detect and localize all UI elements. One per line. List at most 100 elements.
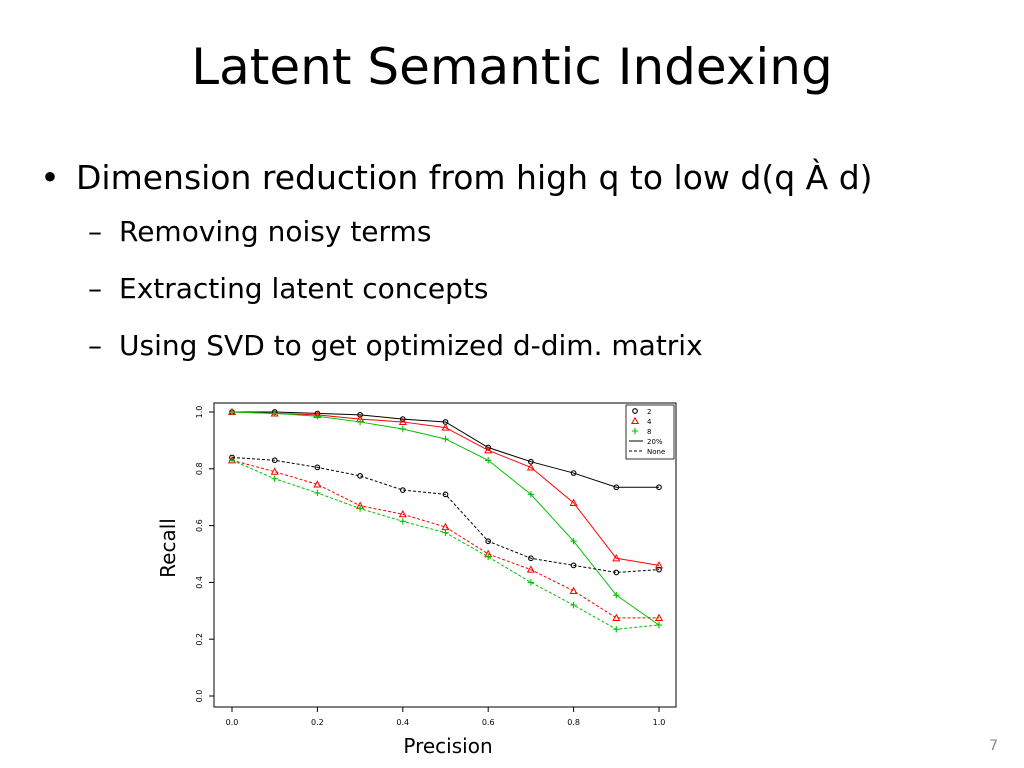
data-point [527, 579, 535, 586]
series-line [232, 411, 659, 488]
y-tick-label: 0.0 [195, 690, 204, 703]
data-point [569, 586, 578, 594]
dash-icon: – [88, 329, 102, 362]
data-point [271, 457, 278, 464]
y-tick-label: 0.4 [195, 576, 204, 589]
plot-frame [213, 402, 677, 708]
bullet-dot-icon: • [40, 158, 60, 197]
data-point [398, 510, 407, 518]
data-point [656, 484, 662, 491]
series-8-none [228, 457, 663, 633]
data-point [613, 626, 620, 633]
data-point [441, 423, 450, 431]
data-point [570, 562, 577, 569]
series-8-20pct [228, 408, 663, 629]
data-point [570, 538, 577, 545]
x-tick-label: 1.0 [653, 718, 666, 727]
x-tick-label: 0.4 [396, 718, 409, 727]
bullet-text: Dimension reduction from high q to low d… [76, 158, 873, 197]
slide-title: Latent Semantic Indexing [191, 38, 833, 96]
sub-bullet-text: Extracting latent concepts [119, 272, 489, 305]
series-2-20pct [229, 409, 662, 491]
bullet-item: • Dimension reduction from high q to low… [38, 155, 1008, 201]
series-4-none [227, 456, 664, 621]
legend-label: 4 [647, 418, 652, 426]
data-point [314, 464, 321, 471]
data-point [398, 417, 407, 425]
precision-recall-chart: 0.0 0.2 0.4 0.6 0.8 1.00.00.20.40.60.81.0 2482… [195, 402, 677, 727]
y-tick-label: 0.8 [195, 462, 204, 475]
data-point [526, 463, 535, 471]
data-point [356, 505, 364, 512]
data-point [570, 470, 577, 476]
data-point [314, 413, 321, 420]
dash-icon: – [88, 272, 102, 305]
legend-box [625, 404, 675, 460]
data-point [528, 555, 534, 562]
sub-bullet-item: – Extracting latent concepts [38, 270, 1008, 308]
data-point [357, 411, 363, 418]
data-point [313, 480, 322, 488]
data-point [631, 427, 639, 435]
data-point [399, 425, 406, 433]
data-point [442, 529, 449, 536]
data-point [632, 408, 638, 414]
data-point [270, 467, 279, 475]
data-point [485, 553, 492, 561]
legend: 2 4 8 20% None [625, 404, 675, 460]
series-line [231, 459, 660, 630]
data-point [228, 457, 236, 464]
sub-bullet-item: – Removing noisy terms [38, 213, 1008, 251]
series-line [231, 411, 660, 626]
x-tick-label: 0.0 [226, 718, 239, 727]
series-line [231, 411, 660, 566]
data-point [569, 498, 578, 506]
dash-icon: – [88, 215, 102, 248]
legend-label: 2 [647, 408, 651, 416]
data-point [570, 601, 577, 609]
y-tick-label: 0.6 [195, 519, 204, 532]
data-point [613, 591, 620, 599]
series-line [231, 456, 660, 573]
data-point [612, 613, 621, 621]
data-point [526, 565, 535, 573]
data-point [527, 491, 535, 498]
data-point [228, 408, 236, 416]
data-point [271, 475, 278, 482]
data-point [356, 418, 364, 426]
data-point [314, 489, 321, 497]
data-point [485, 457, 492, 464]
data-point [656, 566, 662, 573]
sub-bullet-text: Removing noisy terms [119, 215, 432, 248]
data-point [613, 569, 620, 576]
data-point [655, 621, 663, 629]
series-2-none [229, 454, 662, 576]
page-number: 7 [989, 738, 998, 754]
data-point [442, 491, 449, 498]
legend-label: 20% [647, 438, 663, 446]
data-point [630, 416, 640, 425]
data-point [399, 416, 406, 422]
sub-bullet-text: Using SVD to get optimized d-dim. matrix [119, 329, 703, 362]
data-point [399, 518, 406, 525]
x-tick-label: 0.8 [567, 718, 580, 727]
data-point [485, 538, 492, 545]
data-point [357, 473, 363, 479]
data-point [654, 561, 664, 569]
data-point [613, 484, 620, 491]
y-tick-label: 0.2 [195, 633, 204, 646]
series-line [231, 459, 659, 619]
x-axis-label: Precision [403, 734, 493, 758]
sub-bullet-list: – Removing noisy terms – Extracting late… [38, 213, 1008, 365]
series-4-20pct [227, 407, 664, 569]
legend-label: 8 [647, 428, 651, 436]
y-axis-label: Recall [156, 518, 180, 578]
x-tick-label: 0.6 [482, 718, 495, 727]
data-point [612, 554, 621, 562]
y-tick-label: 1.0 [195, 406, 204, 419]
legend-label: None [647, 448, 665, 456]
x-tick-label: 0.2 [311, 718, 324, 727]
data-point [271, 410, 278, 417]
bullet-list: • Dimension reduction from high q to low… [38, 155, 1008, 384]
sub-bullet-item: – Using SVD to get optimized d-dim. matr… [38, 327, 1008, 365]
